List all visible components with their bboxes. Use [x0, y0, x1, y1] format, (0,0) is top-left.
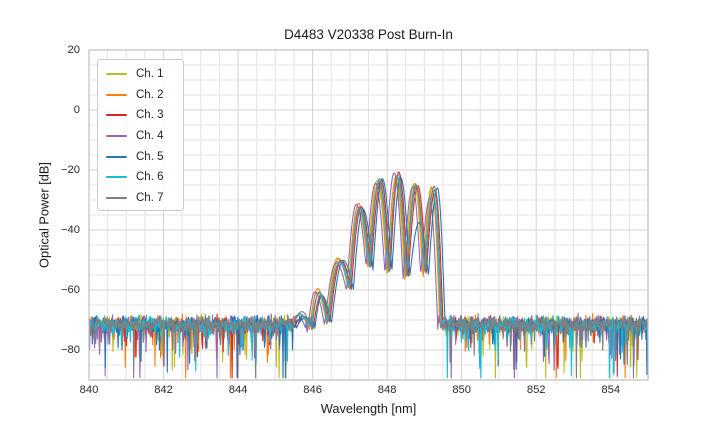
legend-item-ch-6: Ch. 6 [98, 167, 183, 188]
legend-item-ch-3: Ch. 3 [98, 105, 183, 126]
x-tick-842: 842 [154, 384, 173, 396]
legend-label: Ch. 5 [136, 150, 164, 163]
legend-label: Ch. 1 [136, 68, 164, 81]
legend-label: Ch. 3 [136, 109, 164, 122]
legend-label: Ch. 6 [136, 171, 164, 184]
y-tick--20: −20 [61, 164, 80, 176]
x-tick-848: 848 [377, 384, 397, 396]
y-tick--80: −80 [61, 344, 80, 356]
y-tick-20: 20 [67, 44, 80, 56]
x-tick-844: 844 [228, 384, 248, 396]
axes-spines [88, 49, 649, 381]
chart-title: D4483 V20338 Post Burn-In [284, 27, 453, 42]
legend-item-ch-7: Ch. 7 [98, 188, 183, 209]
y-axis-label: Optical Power [dB] [36, 162, 52, 268]
x-tick-846: 846 [303, 384, 322, 396]
legend-item-ch-4: Ch. 4 [98, 126, 183, 147]
x-axis-label: Wavelength [nm] [320, 401, 417, 416]
legend-line-swatch [106, 176, 127, 179]
y-tick--40: −40 [61, 224, 80, 236]
legend: Ch. 1 Ch. 2 Ch. 3 Ch. 4 Ch. 5 Ch. 6 Ch. 7 [97, 59, 184, 211]
legend-item-ch-2: Ch. 2 [98, 85, 183, 106]
legend-line-swatch [106, 155, 127, 158]
x-tick-840: 840 [79, 384, 99, 396]
legend-line-swatch [106, 196, 127, 199]
legend-line-swatch [106, 114, 127, 117]
trace-ch-7 [89, 173, 648, 379]
legend-label: Ch. 2 [136, 88, 164, 101]
x-tick-852: 852 [526, 384, 546, 396]
legend-label: Ch. 7 [136, 191, 164, 204]
legend-item-ch-1: Ch. 1 [98, 64, 183, 85]
y-tick-0: 0 [73, 104, 80, 116]
legend-line-swatch [106, 73, 127, 76]
legend-line-swatch [106, 135, 127, 138]
legend-label: Ch. 4 [136, 130, 164, 143]
spectra-traces [89, 171, 648, 379]
x-tick-850: 850 [452, 384, 471, 396]
legend-item-ch-5: Ch. 5 [98, 146, 183, 167]
legend-line-swatch [106, 93, 127, 96]
x-tick-854: 854 [601, 384, 621, 396]
y-tick--60: −60 [61, 284, 80, 296]
